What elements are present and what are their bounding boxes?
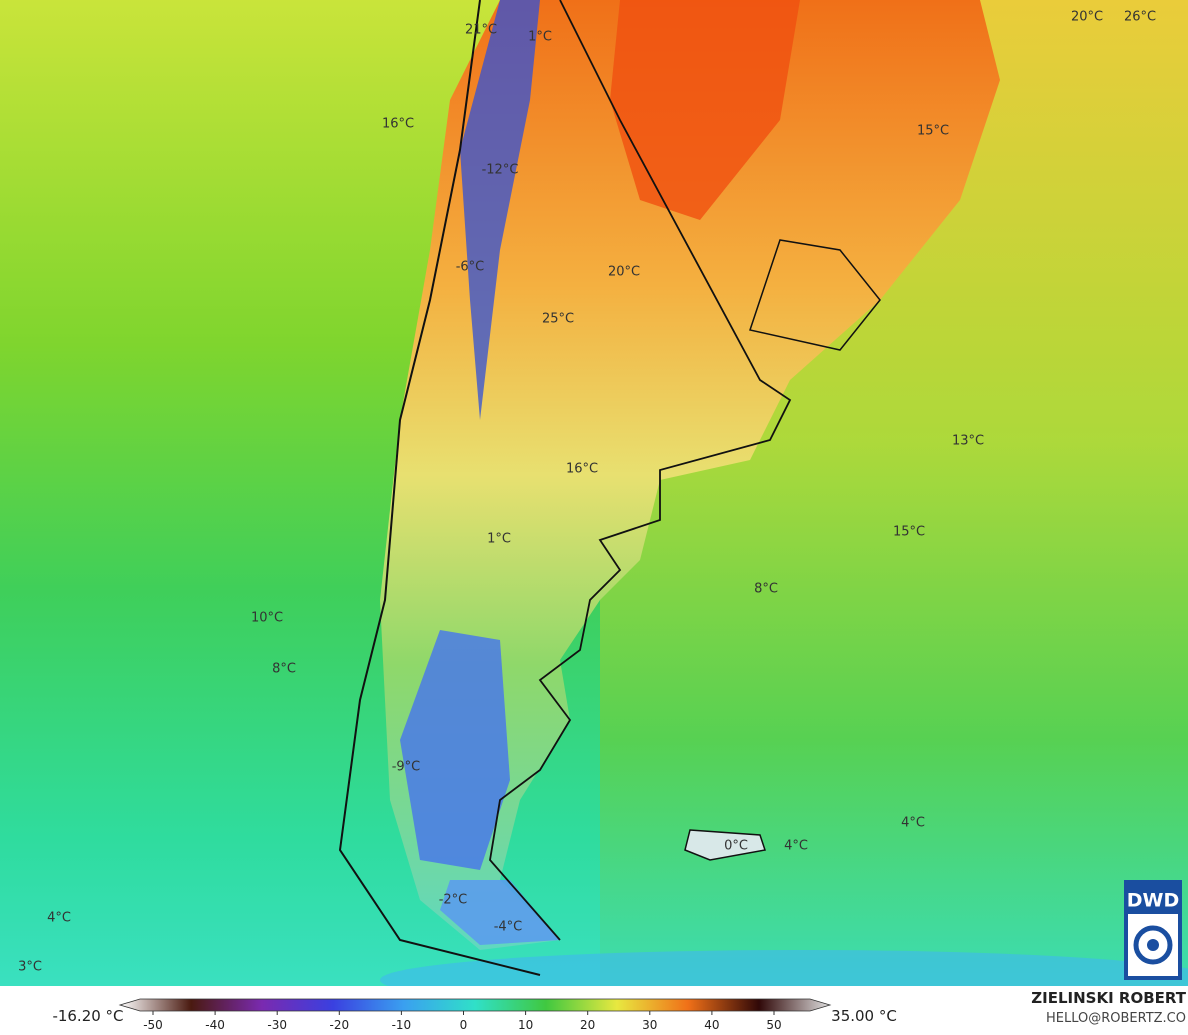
temp-label: -4°C	[494, 920, 523, 935]
temp-label: 8°C	[272, 662, 296, 677]
temp-label: 20°C	[608, 265, 640, 280]
colorbar-tick-label: 0	[460, 1018, 468, 1032]
continent	[380, 0, 1000, 950]
chile-coast	[338, 0, 541, 976]
colorbar-tick-label: -20	[329, 1018, 349, 1032]
temp-label: 4°C	[784, 839, 808, 854]
temp-label: 26°C	[1124, 10, 1156, 25]
falklands	[684, 829, 766, 861]
colorbar	[118, 998, 832, 1012]
colorbar-tick-label: 20	[580, 1018, 595, 1032]
patagonia-cold	[400, 630, 510, 870]
colorbar-min: -16.20 °C	[52, 1007, 123, 1025]
colorbar-tick-label: 30	[642, 1018, 657, 1032]
andes-cold	[460, 0, 540, 420]
colorbar-tick-label: -10	[392, 1018, 412, 1032]
temp-label: 10°C	[251, 611, 283, 626]
temp-label: 13°C	[952, 434, 984, 449]
temp-label: 16°C	[566, 462, 598, 477]
tierra-del-fuego	[440, 880, 560, 945]
temp-label: -12°C	[482, 163, 519, 178]
temp-label: 15°C	[893, 525, 925, 540]
temp-label: 1°C	[487, 532, 511, 547]
colorbar-tick-label: 10	[518, 1018, 533, 1032]
temperature-labels: 21°C 1°C 20°C 26°C 16°C 15°C -12°C -6°C …	[18, 10, 1156, 975]
colorbar-tick-label: -40	[205, 1018, 225, 1032]
temp-label: 0°C	[724, 839, 748, 854]
temp-label: 20°C	[1071, 10, 1103, 25]
colorbar-tick-label: -30	[267, 1018, 287, 1032]
temp-label: 16°C	[382, 117, 414, 132]
colorbar-tick-label: -50	[143, 1018, 163, 1032]
colorbar-max: 35.00 °C	[831, 1007, 897, 1025]
hot-region	[610, 0, 800, 220]
temp-label: 4°C	[901, 816, 925, 831]
temp-label: 1°C	[528, 30, 552, 45]
temp-label: 21°C	[465, 23, 497, 38]
colorbar-tick-label: 50	[766, 1018, 781, 1032]
logo-text: DWD	[1127, 890, 1180, 912]
colorbar-tick-label: 40	[704, 1018, 719, 1032]
temp-label: 4°C	[47, 911, 71, 926]
colorbar-ticks: -50 -40 -30 -20 -10 0 10 20 30 40 50	[143, 1011, 782, 1032]
atlantic-coast	[489, 0, 792, 941]
author: ZIELINSKI ROBERT	[1031, 989, 1186, 1007]
temp-label: 8°C	[754, 582, 778, 597]
temp-label: -6°C	[456, 260, 485, 275]
logo-swirl	[1133, 925, 1173, 965]
dwd-logo: DWD	[1124, 880, 1182, 980]
temp-label: -2°C	[439, 893, 468, 908]
temp-label: 25°C	[542, 312, 574, 327]
temp-label: -9°C	[392, 760, 421, 775]
contact: HELLO@ROBERTZ.CO	[1046, 1011, 1186, 1026]
logo-eye	[1147, 939, 1159, 951]
temp-label: 3°C	[18, 960, 42, 975]
temp-label: 15°C	[917, 124, 949, 139]
uruguay-border	[749, 239, 881, 351]
